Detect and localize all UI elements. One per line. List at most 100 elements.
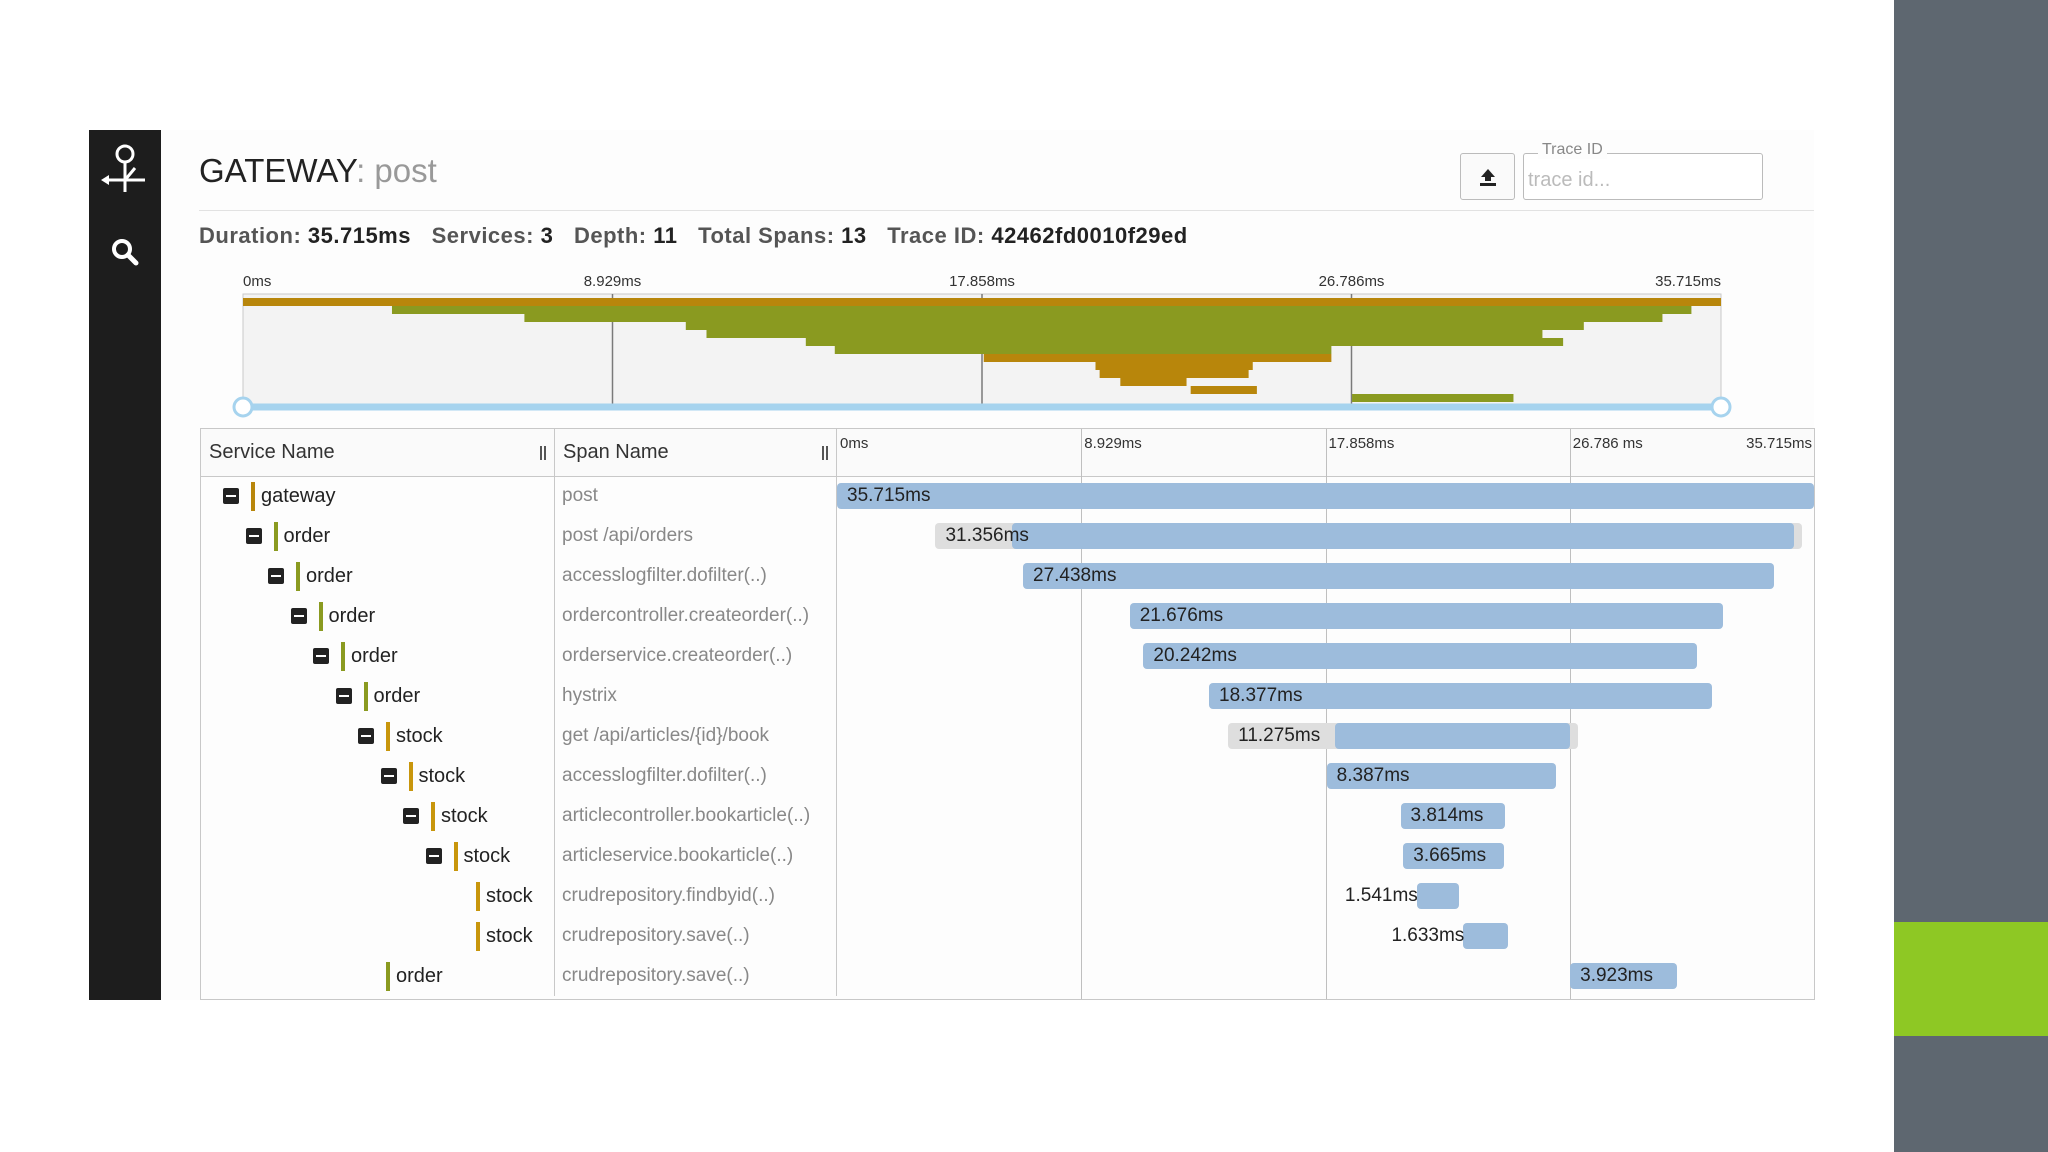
- page-title: GATEWAY: post: [199, 152, 437, 190]
- span-bar[interactable]: [1023, 563, 1774, 589]
- collapse-toggle-icon[interactable]: [313, 648, 329, 664]
- span-name: orderservice.createorder(..): [555, 636, 837, 676]
- span-bar[interactable]: [1570, 963, 1678, 989]
- depth-value: 11: [653, 223, 678, 248]
- service-color-marker: [386, 722, 390, 751]
- span-row[interactable]: stock articlecontroller.bookarticle(..): [201, 796, 1814, 836]
- span-row[interactable]: order accesslogfilter.dofilter(..): [201, 556, 1814, 596]
- span-duration-label: 18.377ms: [1219, 685, 1303, 706]
- span-bar[interactable]: [1209, 683, 1712, 709]
- column-resize-handle[interactable]: [822, 446, 828, 460]
- trace-id-input[interactable]: [1526, 164, 1760, 196]
- traceid-value: 42462fd0010f29ed: [991, 223, 1188, 248]
- column-header-service[interactable]: Service Name: [201, 429, 555, 476]
- duration-value: 35.715ms: [307, 223, 411, 248]
- collapse-toggle-icon[interactable]: [425, 848, 442, 864]
- span-name: get /api/articles/{id}/book: [555, 716, 837, 756]
- span-bar[interactable]: [837, 483, 1814, 509]
- span-name: post: [555, 476, 837, 516]
- service-cell: gateway: [201, 476, 555, 516]
- background-accent: [1894, 922, 2048, 1036]
- span-name: ordercontroller.createorder(..): [555, 596, 837, 636]
- span-bar[interactable]: [1403, 843, 1504, 869]
- collapse-toggle-icon[interactable]: [245, 528, 262, 544]
- upload-button[interactable]: [1460, 153, 1515, 200]
- service-color-marker: [363, 682, 368, 711]
- span-bar[interactable]: [1012, 523, 1795, 549]
- span-row[interactable]: order crudrepository.save(..): [201, 956, 1814, 996]
- services-value: 3: [540, 223, 554, 248]
- column-resize-handle[interactable]: [540, 446, 546, 460]
- service-cell: stock: [201, 836, 555, 876]
- span-row[interactable]: stock accesslogfilter.dofilter(..): [201, 756, 1814, 796]
- service-color-marker: [453, 842, 458, 871]
- collapse-toggle-icon[interactable]: [335, 688, 352, 704]
- timeline-tick-label: 17.858ms: [1328, 435, 1395, 452]
- column-header-span[interactable]: Span Name: [555, 429, 837, 476]
- service-color-marker: [476, 922, 480, 951]
- minimap-tick-label: 17.858ms: [949, 273, 1015, 290]
- span-name: crudrepository.findbyid(..): [555, 876, 837, 916]
- minimap-span-band: [983, 354, 1332, 362]
- span-bar[interactable]: [1326, 763, 1557, 789]
- span-duration-label: 27.438ms: [1033, 565, 1117, 586]
- timeline-tick-label: 8.929ms: [1084, 435, 1142, 452]
- span-bar[interactable]: [1463, 923, 1509, 949]
- sidebar: [89, 130, 161, 1000]
- timeline-tick-label: 26.786 ms: [1572, 435, 1643, 452]
- span-bar[interactable]: [1334, 723, 1571, 749]
- service-name: order: [396, 965, 443, 987]
- timeline-gridline: [1569, 429, 1571, 476]
- span-duration-label: 1.633ms: [1391, 925, 1465, 946]
- minimap-span-band: [1120, 378, 1187, 386]
- search-icon[interactable]: [109, 236, 141, 268]
- minimap-span-band: [1099, 370, 1249, 378]
- span-name: crudrepository.save(..): [555, 956, 837, 996]
- span-row[interactable]: order ordercontroller.createorder(..): [201, 596, 1814, 636]
- minimap-span-band: [391, 306, 1692, 314]
- service-cell: order: [201, 636, 555, 676]
- collapse-toggle-icon[interactable]: [268, 568, 284, 584]
- span-row[interactable]: order post /api/orders: [201, 516, 1814, 556]
- collapse-toggle-icon[interactable]: [290, 608, 307, 624]
- service-color-marker: [341, 642, 345, 671]
- zipkin-logo-icon[interactable]: [99, 142, 151, 198]
- span-bar[interactable]: [1129, 603, 1723, 629]
- collapse-toggle-icon[interactable]: [380, 768, 397, 784]
- minimap-tick-label: 35.715ms: [1655, 273, 1721, 290]
- span-row[interactable]: stock crudrepository.findbyid(..): [201, 876, 1814, 916]
- timeline-area: 35.715ms 31.356ms 27.438ms 21.676ms 20.242ms…: [837, 476, 1814, 999]
- span-row[interactable]: stock crudrepository.save(..): [201, 916, 1814, 956]
- span-row[interactable]: order orderservice.createorder(..): [201, 636, 1814, 676]
- minimap-range-handle[interactable]: [1710, 396, 1732, 418]
- span-duration-label: 8.387ms: [1336, 765, 1410, 786]
- collapse-toggle-icon[interactable]: [358, 728, 374, 744]
- service-name: order: [283, 525, 331, 547]
- span-bar[interactable]: [1400, 803, 1505, 829]
- span-row[interactable]: stock get /api/articles/{id}/book: [201, 716, 1814, 756]
- service-cell: order: [201, 676, 555, 716]
- span-duration-label: 3.923ms: [1580, 965, 1653, 986]
- minimap-span-band: [706, 330, 1543, 338]
- collapse-toggle-icon[interactable]: [223, 488, 239, 504]
- span-name: articleservice.bookarticle(..): [555, 836, 837, 876]
- span-duration-label: 20.242ms: [1153, 645, 1237, 666]
- trace-minimap[interactable]: 0ms 8.929ms 17.858ms 26.786ms 35.715ms: [221, 268, 1781, 540]
- span-bar[interactable]: [1416, 883, 1460, 909]
- service-cell: stock: [201, 916, 555, 956]
- service-name: stock: [463, 845, 511, 867]
- timeline-gridline: [1081, 476, 1083, 999]
- span-name: accesslogfilter.dofilter(..): [555, 556, 837, 596]
- span-row[interactable]: stock articleservice.bookarticle(..): [201, 836, 1814, 876]
- span-row[interactable]: order hystrix: [201, 676, 1814, 716]
- span-table: Service Name Span Name 0ms 8.929ms 17.858m…: [200, 428, 1815, 1000]
- column-header-span-label: Span Name: [563, 441, 669, 463]
- service-color-marker: [386, 962, 390, 991]
- span-bar[interactable]: [1143, 643, 1698, 669]
- collapse-toggle-icon[interactable]: [403, 808, 419, 824]
- span-row[interactable]: gateway post: [201, 476, 1814, 516]
- service-color-marker: [476, 882, 480, 911]
- upload-icon: [1479, 168, 1496, 186]
- minimap-range-handle[interactable]: [232, 396, 254, 418]
- service-name: stock: [486, 885, 533, 907]
